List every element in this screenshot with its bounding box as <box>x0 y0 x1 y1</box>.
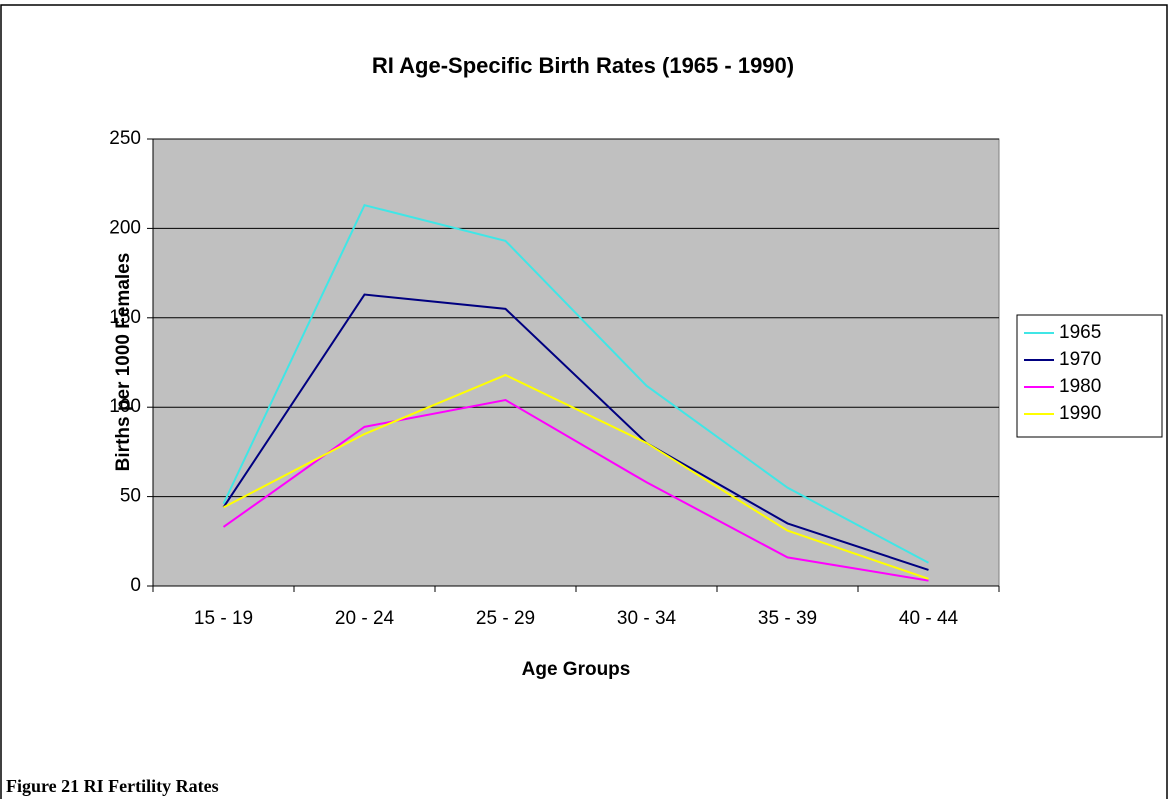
y-axis-title: Births per 1000 Females <box>113 253 134 472</box>
x-tick-label: 30 - 34 <box>617 608 677 629</box>
legend-label: 1980 <box>1059 376 1101 397</box>
chart-frame <box>0 4 1168 799</box>
x-tick-label: 25 - 29 <box>476 608 535 629</box>
y-tick-label: 150 <box>109 307 141 328</box>
series-line <box>222 203 929 564</box>
y-tick-label: 100 <box>109 396 141 417</box>
y-tick-label: 50 <box>120 486 141 507</box>
series-line <box>223 373 929 580</box>
legend-label: 1970 <box>1059 349 1101 370</box>
chart-title: RI Age-Specific Birth Rates (1965 - 1990… <box>372 53 794 78</box>
y-tick-label: 250 <box>109 128 141 149</box>
y-tick-label: 0 <box>130 575 141 596</box>
plot-area <box>152 138 1000 587</box>
series-line <box>222 293 929 571</box>
figure-caption: Figure 21 RI Fertility Rates <box>6 776 219 796</box>
y-tick-label: 200 <box>109 217 141 238</box>
legend-label: 1965 <box>1059 322 1101 343</box>
x-axis-title: Age Groups <box>522 659 631 680</box>
x-tick-label: 40 - 44 <box>899 608 959 629</box>
legend-label: 1990 <box>1059 403 1101 424</box>
series-line <box>222 398 929 582</box>
legend-box <box>1016 314 1163 438</box>
x-tick-label: 35 - 39 <box>758 608 817 629</box>
x-tick-label: 20 - 24 <box>335 608 395 629</box>
x-tick-label: 15 - 19 <box>194 608 253 629</box>
